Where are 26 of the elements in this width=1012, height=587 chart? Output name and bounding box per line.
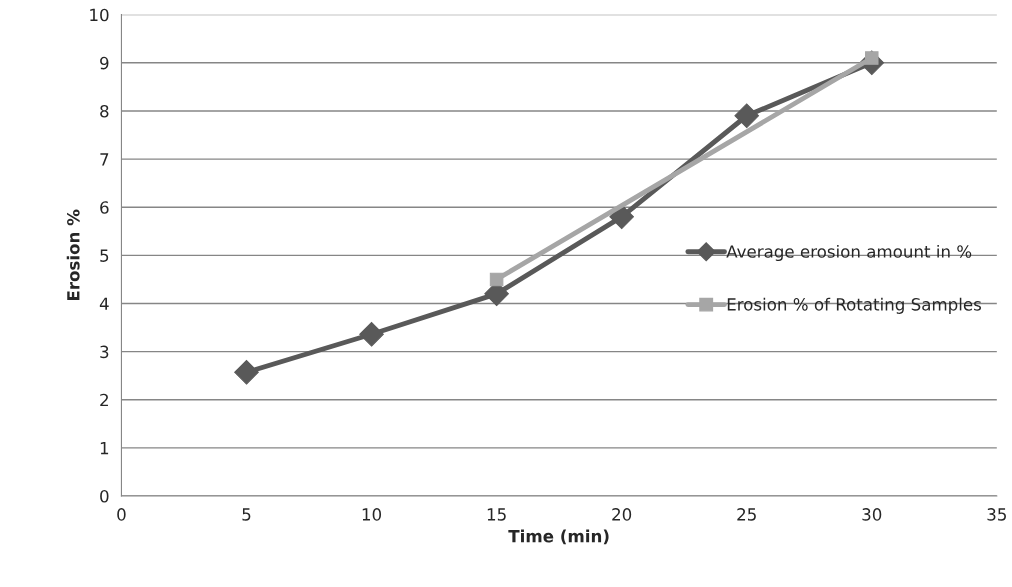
x-tick-label: 0: [117, 508, 126, 521]
point: [359, 321, 384, 347]
y-tick-label: 6: [100, 201, 109, 214]
y-tick-label: 3: [100, 345, 109, 359]
point: [734, 103, 760, 129]
y-axis-title: Erosion %: [66, 209, 80, 301]
x-axis-title: Time (min): [508, 529, 609, 545]
y-tick-label: 0: [100, 489, 109, 503]
x-tick-label: 5: [242, 508, 251, 521]
y-tick-label: 5: [100, 249, 109, 262]
point: [234, 360, 259, 385]
y-tick-label: 4: [99, 297, 109, 310]
y-tick-label: 7: [100, 153, 109, 166]
x-tick-label: 30: [862, 508, 882, 521]
y-tick-label: 9: [100, 56, 109, 70]
y-tick-label: 2: [100, 393, 108, 407]
y-tick-label: 10: [90, 8, 109, 22]
y-tick-label: 8: [100, 104, 109, 118]
x-tick-label: 20: [612, 508, 632, 521]
y-tick-label: 1: [100, 442, 109, 455]
x-tick-label: 35: [987, 508, 1006, 521]
x-tick-label: 25: [737, 508, 756, 521]
x-tick-label: 10: [362, 508, 382, 521]
x-tick-label: 15: [487, 508, 506, 521]
point: [609, 204, 634, 230]
point: [489, 272, 504, 287]
